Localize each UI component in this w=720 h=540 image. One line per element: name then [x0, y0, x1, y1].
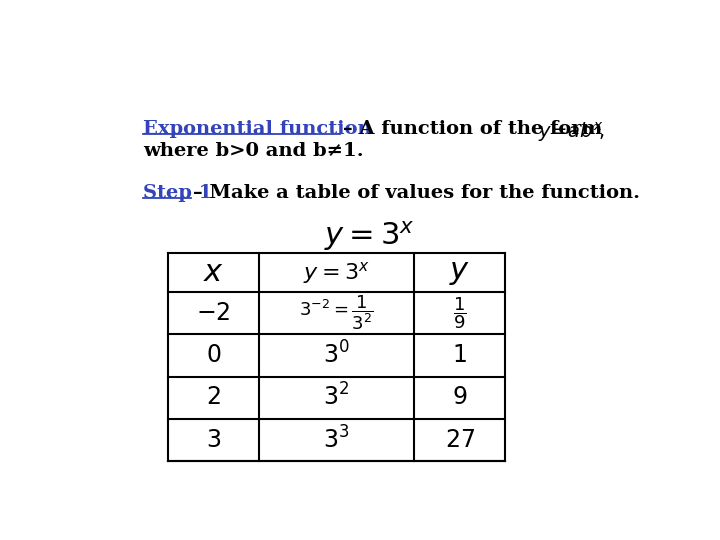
Text: $1$: $1$: [452, 343, 467, 367]
Text: $27$: $27$: [445, 428, 474, 452]
Text: Step 1: Step 1: [143, 184, 212, 202]
Text: $\dfrac{1}{9}$: $\dfrac{1}{9}$: [453, 295, 467, 330]
Text: $y = 3^x$: $y = 3^x$: [303, 260, 370, 286]
Text: $3^{-2} = \dfrac{1}{3^2}$: $3^{-2} = \dfrac{1}{3^2}$: [299, 293, 374, 332]
Text: Exponential function: Exponential function: [143, 120, 372, 138]
Text: $y\!=\!ab^x\!,$: $y\!=\!ab^x\!,$: [538, 120, 605, 144]
Text: $\boldsymbol{\mathit{x}}$: $\boldsymbol{\mathit{x}}$: [202, 258, 224, 287]
Text: – A function of the form: – A function of the form: [343, 120, 608, 138]
Text: – Make a table of values for the function.: – Make a table of values for the functio…: [193, 184, 640, 202]
Text: $-2$: $-2$: [196, 301, 230, 325]
Text: $2$: $2$: [206, 386, 220, 409]
Text: $y = 3^x$: $y = 3^x$: [323, 219, 415, 253]
Text: $3^2$: $3^2$: [323, 384, 349, 411]
Text: $\boldsymbol{\mathit{y}}$: $\boldsymbol{\mathit{y}}$: [449, 258, 470, 287]
Text: where b>0 and b≠1.: where b>0 and b≠1.: [143, 142, 364, 160]
Text: $0$: $0$: [205, 343, 221, 367]
Text: $3^0$: $3^0$: [323, 341, 350, 369]
Text: $3$: $3$: [206, 428, 221, 452]
Text: $9$: $9$: [452, 386, 467, 409]
Text: $3^3$: $3^3$: [323, 426, 350, 454]
